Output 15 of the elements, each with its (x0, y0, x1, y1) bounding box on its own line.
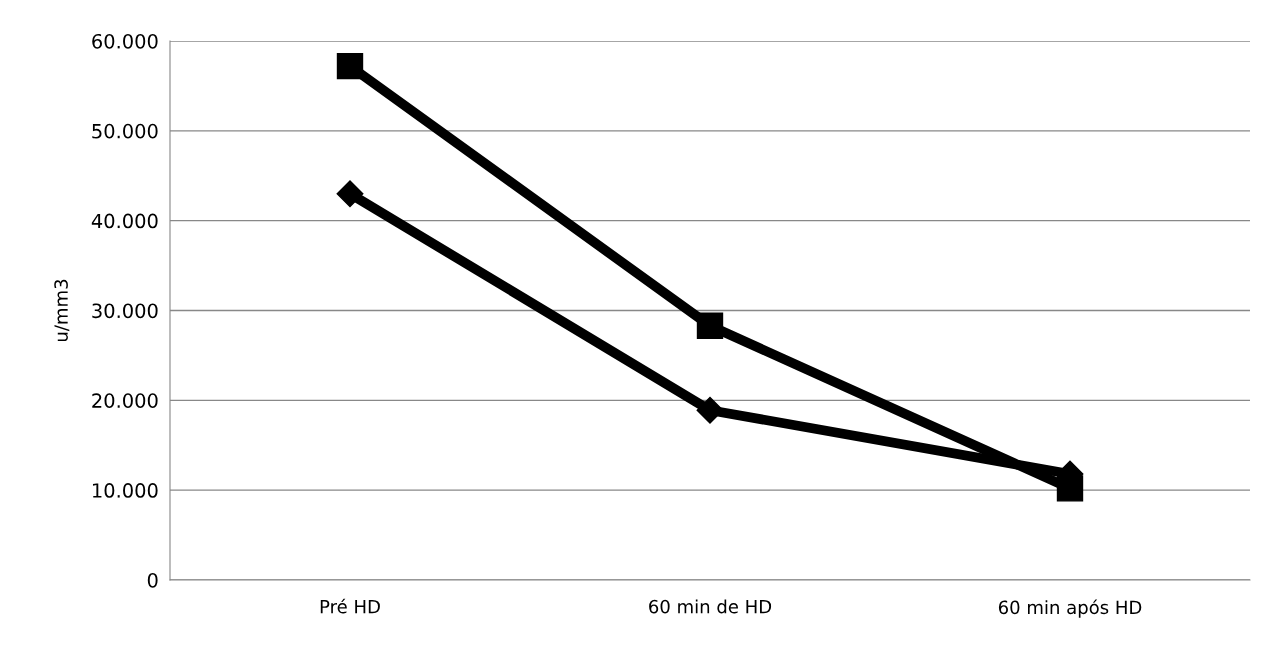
point (696, 396, 724, 424)
x-tick-label: 60 min de HD (649, 599, 772, 614)
y-tick-label: 50.000 (92, 123, 158, 139)
y-tick-label: 0 (147, 572, 158, 588)
point (336, 180, 364, 208)
y-tick-label: 10.000 (92, 483, 158, 498)
y-tick-label: 30.000 (92, 303, 158, 319)
y-axis-title: u/mm3 (54, 279, 70, 342)
point (336, 52, 364, 80)
y-tick-label: 60.000 (92, 33, 158, 49)
y-tick-label: 20.000 (92, 393, 158, 408)
point (696, 312, 724, 339)
y-tick-label: 40.000 (91, 213, 158, 229)
x-tick-label: 60 min após HD (998, 599, 1142, 618)
x-tick-label: Pré HD (320, 598, 380, 614)
